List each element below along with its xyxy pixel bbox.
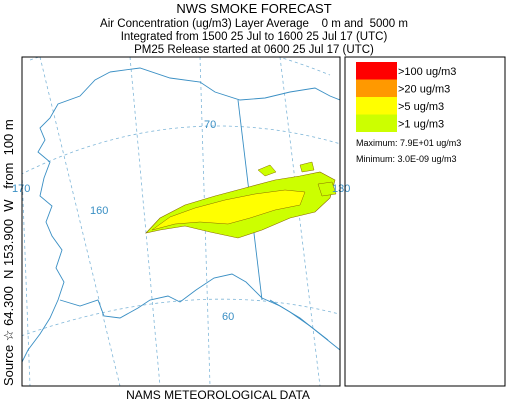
map-frame [21, 56, 341, 387]
legend-maximum: Maximum: 7.9E+01 ug/m3 [356, 138, 461, 148]
source-label: Source ☆ 64.300 N 153.900 W from 100 m [1, 119, 16, 386]
legend: >100 ug/m3 >20 ug/m3 >5 ug/m3 >1 ug/m3 [356, 62, 456, 132]
legend-frame [344, 56, 506, 387]
legend-minimum: Minimum: 3.0E-09 ug/m3 [356, 154, 457, 164]
legend-label: >5 ug/m3 [398, 101, 444, 113]
legend-label: >100 ug/m3 [398, 66, 456, 78]
graticule-label: 160 [90, 205, 108, 217]
legend-swatch [356, 62, 397, 80]
smoke-plume [145, 161, 337, 239]
subtitle: PM25 Release started at 0600 25 Jul 17 (… [134, 44, 374, 56]
graticule-label: 60 [222, 311, 234, 323]
legend-swatch [356, 114, 397, 132]
title: NWS SMOKE FORECAST [176, 1, 331, 16]
subtitle: Air Concentration (ug/m3) Layer Average … [100, 18, 408, 30]
map-labels: 170 160 70 130 60 [12, 119, 350, 323]
legend-label: >20 ug/m3 [398, 84, 450, 96]
graticule-label: 70 [204, 119, 216, 131]
legend-label: >1 ug/m3 [398, 119, 444, 131]
legend-swatch [356, 97, 397, 115]
map: ☆ 170 160 70 130 60 [12, 56, 350, 387]
graticule-label: 130 [332, 183, 350, 195]
legend-swatch [356, 79, 397, 97]
graticule-label: 170 [12, 183, 30, 195]
subtitle: Integrated from 1500 25 Jul to 1600 25 J… [121, 31, 388, 43]
footer: NAMS METEOROLOGICAL DATA [126, 388, 310, 401]
